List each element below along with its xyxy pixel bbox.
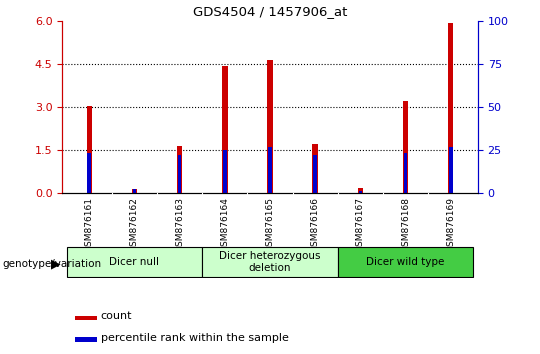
Text: Dicer wild type: Dicer wild type [367, 257, 445, 267]
Bar [177, 146, 183, 193]
Bar [132, 189, 137, 193]
Text: GSM876163: GSM876163 [175, 197, 184, 252]
Bar [75, 337, 97, 342]
Bar [359, 191, 362, 193]
Text: count: count [101, 311, 132, 321]
Text: Dicer null: Dicer null [110, 257, 159, 267]
Bar [222, 65, 227, 193]
Bar [403, 101, 408, 193]
Text: GDS4504 / 1457906_at: GDS4504 / 1457906_at [193, 5, 347, 18]
Bar [357, 188, 363, 193]
Bar [87, 153, 91, 193]
Bar [75, 316, 97, 320]
Bar [178, 155, 181, 193]
FancyBboxPatch shape [66, 247, 202, 277]
Bar [86, 105, 92, 193]
Bar [133, 189, 136, 193]
Text: GSM876164: GSM876164 [220, 197, 230, 252]
Bar [449, 147, 453, 193]
Text: GSM876165: GSM876165 [266, 197, 274, 252]
Bar [404, 153, 407, 193]
Text: GSM876166: GSM876166 [310, 197, 320, 252]
Text: GSM876168: GSM876168 [401, 197, 410, 252]
Bar [267, 60, 273, 193]
Text: Dicer heterozygous
deletion: Dicer heterozygous deletion [219, 251, 321, 273]
Text: ▶: ▶ [51, 257, 60, 270]
Text: genotype/variation: genotype/variation [3, 259, 102, 269]
Bar [313, 155, 317, 193]
FancyBboxPatch shape [202, 247, 338, 277]
FancyBboxPatch shape [338, 247, 474, 277]
Bar [313, 144, 318, 193]
Text: percentile rank within the sample: percentile rank within the sample [101, 332, 289, 343]
Text: GSM876167: GSM876167 [356, 197, 365, 252]
Bar [448, 23, 454, 193]
Text: GSM876161: GSM876161 [85, 197, 94, 252]
Bar [268, 147, 272, 193]
Text: GSM876162: GSM876162 [130, 197, 139, 252]
Text: GSM876169: GSM876169 [446, 197, 455, 252]
Bar [223, 150, 227, 193]
